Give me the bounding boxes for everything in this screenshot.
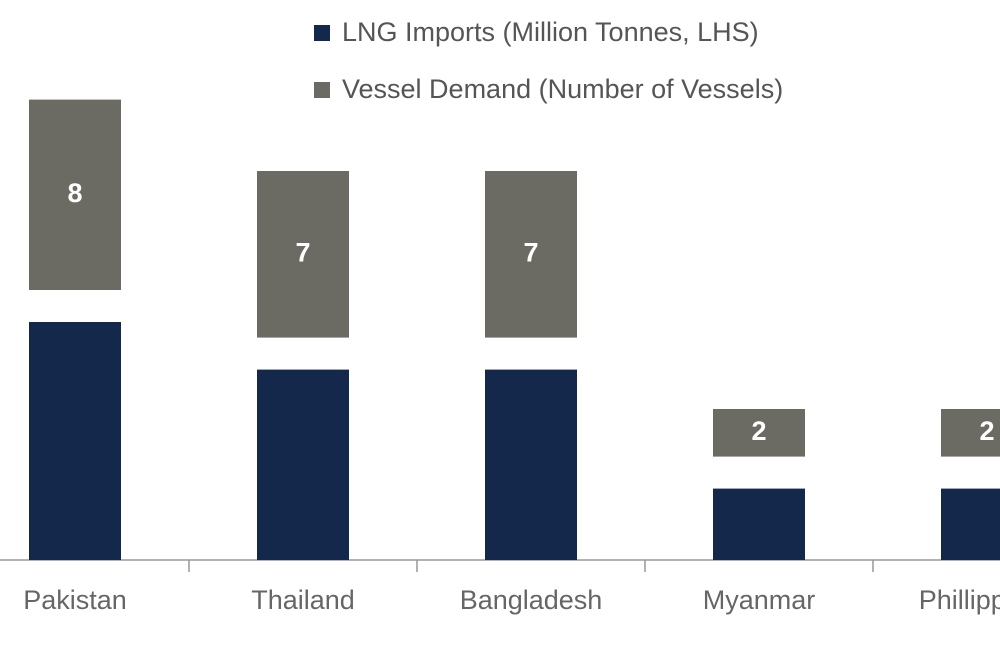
bar bbox=[713, 488, 805, 560]
x-tick-label: Thailand bbox=[251, 585, 355, 615]
bar bbox=[257, 171, 349, 338]
x-tick-label: Phillippines bbox=[919, 585, 1000, 615]
data-label: 8 bbox=[67, 178, 82, 208]
legend-label: Vessel Demand (Number of Vessels) bbox=[342, 74, 783, 104]
x-tick-label: Bangladesh bbox=[460, 585, 603, 615]
x-tick-label: Pakistan bbox=[23, 585, 127, 615]
data-label: 7 bbox=[295, 237, 310, 267]
bar bbox=[485, 369, 577, 560]
bar bbox=[713, 409, 805, 457]
bar bbox=[941, 409, 1000, 457]
data-label: 2 bbox=[751, 416, 766, 446]
bar bbox=[29, 322, 121, 560]
bar bbox=[257, 369, 349, 560]
legend-swatch bbox=[314, 25, 330, 41]
bar bbox=[29, 99, 121, 290]
bar bbox=[485, 171, 577, 338]
data-label: 7 bbox=[523, 237, 538, 267]
bar bbox=[941, 488, 1000, 560]
legend-label: LNG Imports (Million Tonnes, LHS) bbox=[342, 17, 759, 47]
legend-swatch bbox=[314, 82, 330, 98]
data-label: 2 bbox=[979, 416, 994, 446]
x-tick-label: Myanmar bbox=[703, 585, 816, 615]
